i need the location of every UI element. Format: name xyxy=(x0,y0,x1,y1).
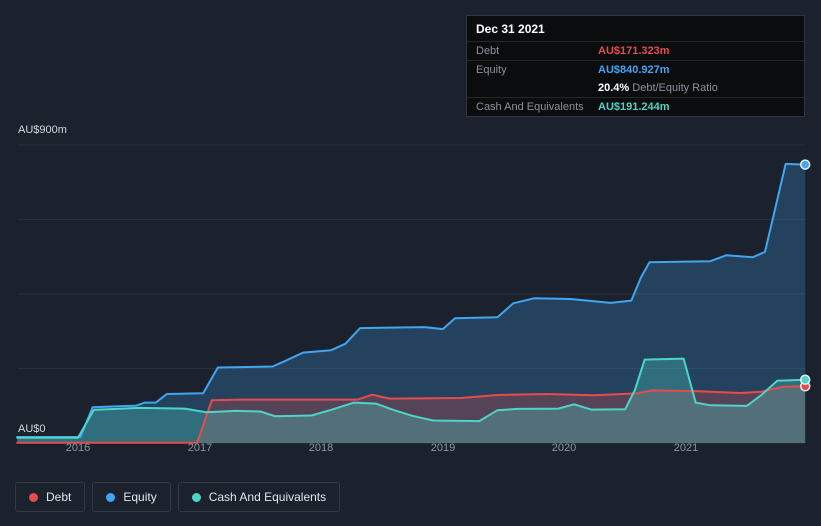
tooltip-date: Dec 31 2021 xyxy=(476,22,545,36)
legend-item-debt[interactable]: Debt xyxy=(15,482,86,512)
tooltip-row-debt: Debt AU$171.323m xyxy=(467,41,804,60)
legend-equity-label: Equity xyxy=(123,490,157,504)
x-tick-2021: 2021 xyxy=(673,442,699,454)
legend-item-cash[interactable]: Cash And Equivalents xyxy=(177,482,341,512)
legend-item-equity[interactable]: Equity xyxy=(92,482,171,512)
tooltip-debt-value: AU$171.323m xyxy=(598,45,670,57)
ratio-percent: 20.4% xyxy=(598,82,630,94)
x-tick-2019: 2019 xyxy=(430,442,456,454)
cash-dot-icon xyxy=(191,492,201,502)
legend-cash-label: Cash And Equivalents xyxy=(208,490,327,504)
tooltip-row-cash: Cash And Equivalents AU$191.244m xyxy=(467,97,804,116)
tooltip-equity-value: AU$840.927m xyxy=(598,64,670,76)
debt-dot-icon xyxy=(29,492,38,502)
legend-debt-label: Debt xyxy=(46,490,72,504)
tooltip-row-ratio: 20.4% Debt/Equity Ratio xyxy=(467,79,804,97)
y-axis-label-max: AU$900m xyxy=(18,124,67,136)
x-tick-2018: 2018 xyxy=(308,442,334,454)
y-axis-label-zero: AU$0 xyxy=(18,423,46,435)
tooltip-debt-label: Debt xyxy=(476,45,500,57)
equity-dot-icon xyxy=(106,492,116,502)
x-tick-2017: 2017 xyxy=(187,442,213,454)
x-tick-2020: 2020 xyxy=(551,442,577,454)
ratio-caption: Debt/Equity Ratio xyxy=(629,82,718,94)
x-axis: 2016 2017 2018 2019 2020 2021 xyxy=(0,442,821,458)
chart-legend: Debt Equity Cash And Equivalents xyxy=(15,482,341,512)
x-tick-2016: 2016 xyxy=(65,442,91,454)
tooltip-row-equity: Equity AU$840.927m xyxy=(467,60,804,79)
chart-tooltip: Dec 31 2021 Debt AU$171.323m Equity AU$8… xyxy=(466,15,805,117)
tooltip-cash-value: AU$191.244m xyxy=(598,101,670,113)
tooltip-cash-label: Cash And Equivalents xyxy=(476,101,584,113)
tooltip-ratio-value: 20.4% Debt/Equity Ratio xyxy=(598,82,795,94)
tooltip-equity-label: Equity xyxy=(476,64,507,76)
